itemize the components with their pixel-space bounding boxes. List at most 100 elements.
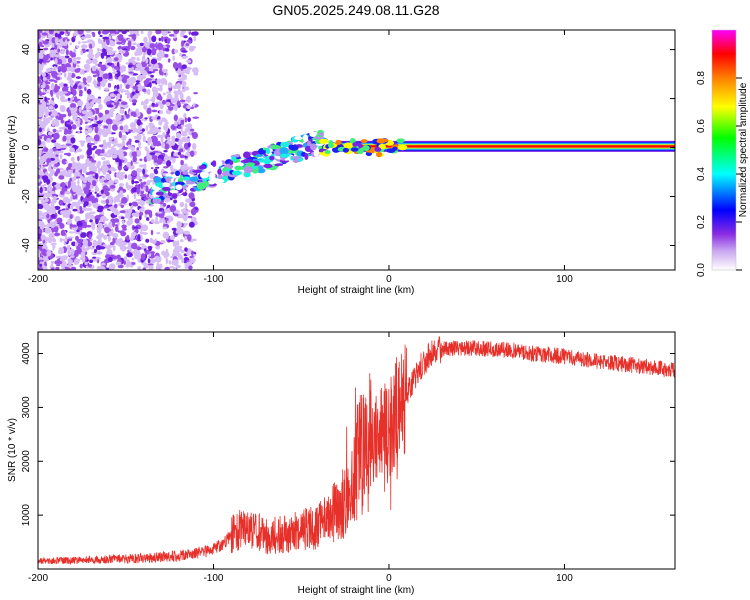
noise-blob (75, 56, 82, 60)
noise-blob (143, 174, 149, 178)
noise-blob (151, 109, 158, 113)
noise-blob (38, 135, 43, 140)
signal-blob (171, 193, 178, 199)
signal-blob (257, 159, 268, 163)
noise-blob (74, 106, 78, 113)
noise-blob (75, 148, 83, 153)
noise-blob (50, 206, 56, 213)
noise-blob (103, 125, 109, 129)
noise-blob (139, 211, 144, 216)
noise-blob (158, 37, 162, 42)
noise-blob (67, 180, 72, 188)
noise-blob (78, 89, 83, 95)
noise-blob (38, 63, 42, 70)
noise-blob (48, 105, 54, 110)
noise-blob (151, 102, 155, 107)
noise-blob (139, 200, 145, 207)
noise-blob (100, 80, 106, 88)
noise-blob (61, 264, 66, 270)
signal-blob (255, 154, 264, 158)
noise-blob (41, 175, 49, 181)
noise-blob (173, 90, 178, 95)
noise-blob (132, 112, 137, 117)
noise-blob (46, 222, 51, 228)
noise-blob (119, 125, 124, 131)
noise-blob (141, 245, 148, 249)
noise-blob (136, 188, 140, 195)
noise-blob (44, 112, 49, 118)
noise-blob (41, 166, 45, 170)
noise-blob (97, 167, 101, 174)
noise-blob (140, 30, 144, 34)
noise-blob (173, 114, 178, 122)
noise-blob (151, 35, 157, 43)
noise-blob (150, 135, 158, 142)
noise-blob (97, 205, 104, 211)
noise-blob (79, 68, 86, 75)
noise-blob (151, 127, 158, 132)
noise-blob (50, 89, 54, 97)
noise-blob (58, 82, 66, 88)
noise-blob (59, 105, 63, 112)
noise-blob (158, 120, 163, 126)
noise-blob (71, 113, 79, 117)
noise-blob (116, 93, 121, 98)
noise-blob (134, 139, 140, 143)
noise-blob (67, 236, 74, 239)
noise-blob (190, 216, 197, 223)
noise-blob (91, 137, 94, 142)
noise-blob (61, 187, 68, 192)
signal-blob (306, 141, 312, 146)
noise-blob (38, 111, 41, 117)
spectrogram-x-tick-label: 100 (556, 274, 573, 285)
noise-blob (118, 203, 121, 207)
noise-blob (181, 55, 189, 58)
noise-blob (179, 99, 186, 103)
noise-blob (182, 88, 186, 93)
noise-blob (149, 251, 156, 255)
noise-blob (175, 132, 182, 139)
noise-blob (148, 245, 152, 252)
noise-blob (163, 166, 169, 169)
noise-blob (192, 116, 200, 119)
noise-blob (162, 217, 165, 220)
noise-blob (133, 192, 137, 200)
noise-blob (182, 133, 188, 137)
signal-blob (212, 160, 217, 168)
noise-blob (122, 158, 126, 161)
noise-blob (114, 157, 120, 163)
noise-blob (98, 103, 103, 110)
noise-blob (168, 216, 174, 222)
noise-blob (64, 190, 71, 195)
noise-blob (84, 86, 87, 92)
noise-blob (189, 255, 194, 259)
noise-blob (145, 185, 149, 193)
noise-blob (129, 82, 134, 89)
noise-blob (81, 110, 88, 115)
noise-blob (85, 102, 91, 107)
noise-blob (139, 193, 147, 197)
noise-blob (50, 113, 58, 117)
noise-blob (187, 142, 191, 148)
noise-blob (127, 40, 132, 48)
noise-blob (131, 187, 138, 193)
noise-blob (69, 148, 76, 153)
snr-y-tick-label: 2000 (21, 450, 32, 473)
noise-blob (89, 219, 93, 223)
noise-blob (70, 255, 75, 258)
noise-blob (85, 59, 93, 65)
noise-blob (62, 37, 66, 42)
signal-blob (265, 147, 271, 155)
noise-blob (86, 148, 93, 156)
noise-blob (75, 185, 82, 190)
noise-blob (114, 179, 119, 183)
noise-blob (43, 47, 49, 51)
noise-blob (94, 115, 98, 122)
noise-blob (132, 85, 139, 90)
noise-blob (43, 147, 49, 153)
noise-blob (85, 136, 92, 144)
noise-blob (131, 231, 137, 237)
noise-blob (184, 247, 188, 252)
noise-blob (46, 102, 50, 105)
noise-blob (125, 208, 130, 212)
